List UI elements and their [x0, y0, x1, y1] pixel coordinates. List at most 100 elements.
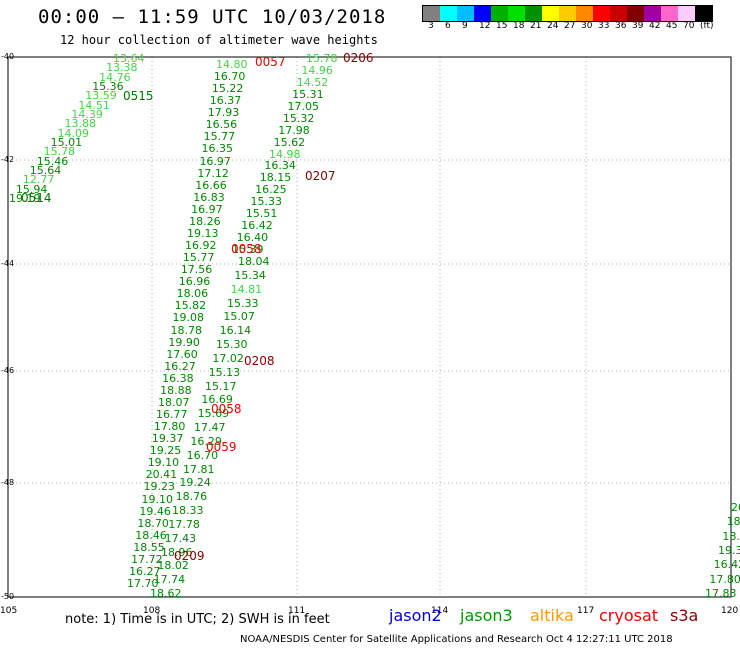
color-scale-label: 42	[649, 21, 661, 31]
color-scale-bar	[422, 5, 713, 22]
wave-height-value: 16.92	[184, 239, 217, 253]
wave-height-value: 18	[726, 515, 740, 529]
pass-time-label: 0058	[231, 242, 262, 256]
wave-height-value: 16.27	[164, 359, 196, 373]
wave-height-value: 17.81	[183, 462, 215, 476]
wave-height-value: 18.06	[176, 287, 209, 301]
wave-height-value: 17.47	[194, 421, 226, 434]
pass-time-label: 0208	[244, 354, 275, 368]
wave-height-value: 19.24	[179, 476, 211, 490]
wave-height-value: 17.93	[207, 106, 240, 120]
wave-height-value: 19.46	[139, 504, 171, 518]
wave-height-value: 15.34	[234, 268, 266, 282]
wave-height-value: 16.70	[213, 70, 246, 84]
satellite-legend-s3a: s3a	[670, 606, 699, 625]
wave-height-value: 15.36	[92, 80, 124, 93]
color-swatch	[542, 6, 559, 21]
satellite-legend-cryosat: cryosat	[599, 606, 659, 625]
wave-height-value: 16.66	[195, 178, 227, 192]
wave-height-value: 15.64	[29, 164, 62, 177]
wave-height-value: 15.46	[36, 154, 69, 168]
wave-height-value: 17.83	[705, 587, 737, 600]
color-swatch	[559, 6, 576, 21]
color-swatch	[695, 6, 712, 21]
longitude-label: 108	[143, 606, 161, 616]
wave-height-value: 16.38	[162, 371, 194, 385]
wave-height-value: 15.32	[282, 111, 315, 125]
color-scale-label: 45	[666, 21, 678, 31]
wave-height-value: 16.14	[219, 324, 252, 338]
color-scale-label: (ft)	[700, 21, 714, 31]
wave-height-value: 19.37	[151, 432, 184, 446]
wave-height-value: 16.34	[264, 159, 296, 173]
wave-height-value: 19.08	[172, 311, 205, 325]
wave-height-value: 16.42	[241, 219, 273, 233]
pass-time-label: 0058	[211, 402, 242, 416]
color-scale-label: 36	[615, 21, 627, 31]
color-swatch	[440, 6, 457, 21]
satellite-legend-jason3: jason3	[460, 606, 513, 625]
wave-height-value: 18.15	[259, 171, 292, 185]
wave-height-value: 15.17	[205, 379, 237, 393]
wave-height-value: 17.02	[212, 351, 244, 365]
wave-height-value: 16.56	[205, 118, 238, 132]
pass-time-label: 0206	[343, 51, 374, 65]
wave-height-value: 17.60	[166, 347, 198, 361]
color-swatch	[491, 6, 508, 21]
color-swatch	[678, 6, 695, 21]
wave-height-value: 15.77	[182, 251, 215, 265]
wave-height-value: 20	[731, 501, 740, 514]
wave-height-value: 15.22	[211, 82, 244, 96]
wave-height-value: 14.98	[269, 147, 301, 161]
wave-height-value: 19.3	[718, 544, 740, 557]
color-swatch	[593, 6, 610, 21]
wave-height-value: 18.62	[150, 587, 182, 600]
wave-height-value: 14.76	[99, 70, 131, 84]
wave-height-value: 14.51	[78, 98, 110, 112]
longitude-label: 111	[288, 606, 306, 616]
pass-time-label: 0209	[174, 549, 205, 563]
color-scale-label: 70	[683, 21, 695, 31]
wave-height-value: 14.80	[216, 58, 248, 71]
wave-height-value: 13.88	[64, 117, 96, 131]
color-swatch	[525, 6, 542, 21]
latitude-label: -44	[1, 259, 15, 268]
color-swatch	[457, 6, 474, 21]
page-subtitle: 12 hour collection of altimeter wave hei…	[60, 33, 378, 47]
wave-height-value: 17.72	[131, 552, 163, 566]
wave-height-value: 15.30	[216, 338, 248, 351]
wave-height-value: 19.23	[143, 480, 176, 494]
color-scale-label: 12	[479, 21, 491, 31]
wave-height-value: 15.78	[306, 52, 338, 65]
wave-height-value: 16.29	[190, 434, 222, 448]
color-scale-label: 27	[564, 21, 576, 31]
wave-height-value: 18.70	[137, 516, 169, 530]
wave-height-value: 18.88	[160, 383, 192, 397]
color-scale-label: 30	[581, 21, 593, 31]
color-swatch	[423, 6, 440, 21]
wave-height-value: 18.26	[189, 214, 221, 228]
wave-height-value: 15.69	[197, 407, 230, 421]
color-scale-label: 21	[530, 21, 542, 31]
wave-height-value: 15.07	[223, 310, 255, 324]
wave-height-value: 18.04	[238, 255, 270, 268]
wave-height-value: 15.62	[273, 135, 306, 149]
wave-height-value: 15.01	[50, 136, 83, 149]
color-scale-label: 3	[428, 21, 434, 31]
color-swatch	[576, 6, 593, 21]
footer-credit: NOAA/NESDIS Center for Satellite Applica…	[240, 634, 673, 645]
pass-time-label: 0207	[305, 169, 336, 183]
wave-height-value: 16.83	[193, 190, 225, 204]
pass-time-label: 0059	[206, 440, 237, 454]
wave-height-value: 16.69	[201, 393, 233, 407]
color-swatch	[627, 6, 644, 21]
wave-height-value: 18.	[722, 529, 740, 543]
wave-height-value: 15.33	[227, 296, 259, 310]
longitude-label: 105	[0, 606, 18, 616]
wave-height-value: 18.07	[158, 395, 190, 409]
page-title: 00:00 – 11:59 UTC 10/03/2018	[38, 6, 387, 28]
wave-height-value: 13.59	[85, 89, 117, 103]
wave-height-value: 18.33	[172, 504, 204, 517]
